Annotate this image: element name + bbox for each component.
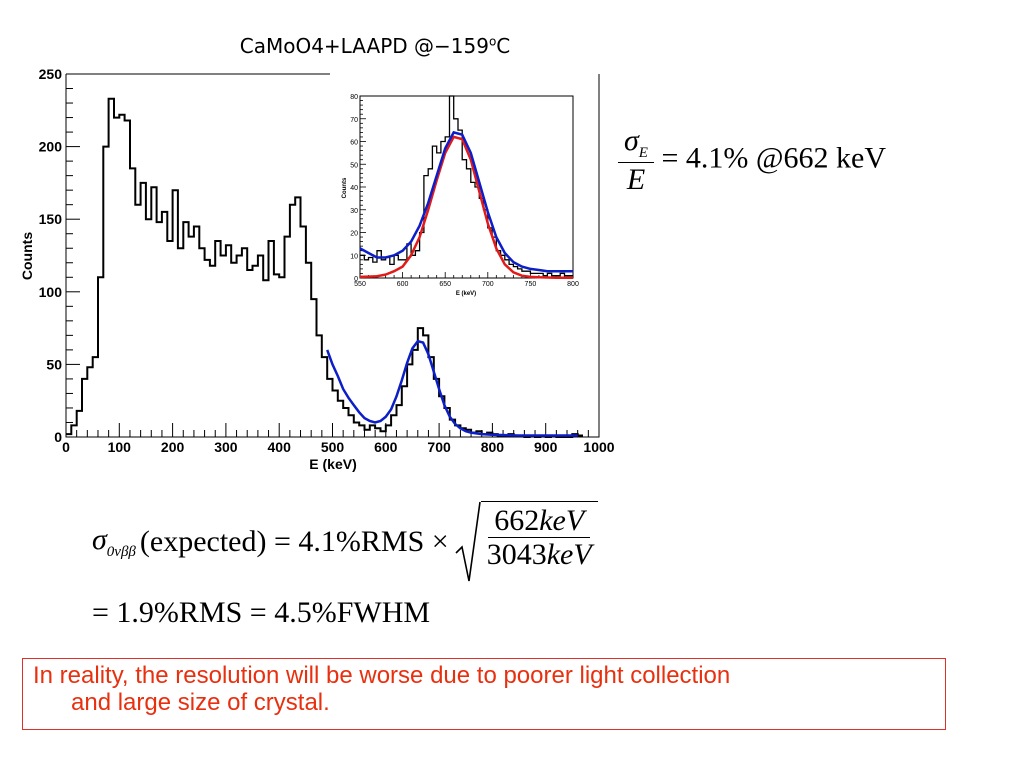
x-tick-label: 400 xyxy=(268,439,292,455)
inset-chart: 0 10 20 30 40 50 60 70 80 550 600 650 700 750 800 E (ke… xyxy=(332,86,582,300)
energy-symbol: E xyxy=(626,162,646,196)
inset-y-tick-label: 30 xyxy=(350,208,358,215)
inset-histogram-series xyxy=(360,95,573,277)
resolution-formula: σE E = 4.1% @662 keV xyxy=(618,124,886,197)
fit-curve-series xyxy=(326,339,578,437)
y-tick-label: 100 xyxy=(39,284,63,300)
sigma-symbol: σ xyxy=(92,523,107,556)
denominator-unit: keV xyxy=(546,538,592,571)
note-line-1: In reality, the resolution will be worse… xyxy=(33,662,731,689)
inset-x-tick-label: 800 xyxy=(567,281,579,288)
y-tick-label: 0 xyxy=(54,429,62,445)
fwhm-result: = 1.9%RMS = 4.5%FWHM xyxy=(92,596,431,629)
inset-x-tick-label: 750 xyxy=(525,281,537,288)
denominator-value: 3043 xyxy=(486,538,547,571)
inset-y-tick-label: 80 xyxy=(350,94,358,101)
inset-gaussian-series xyxy=(359,135,573,280)
square-root-sign xyxy=(455,501,481,582)
inset-x-axis-label: E (keV) xyxy=(456,291,476,297)
inset-y-tick-label: 60 xyxy=(350,140,358,147)
note-box: In reality, the resolution will be worse… xyxy=(22,658,946,730)
y-tick-label: 200 xyxy=(39,139,63,155)
x-tick-label: 200 xyxy=(161,439,185,455)
x-tick-label: 1000 xyxy=(583,439,614,455)
x-tick-label: 100 xyxy=(108,439,132,455)
x-axis-label: E (keV) xyxy=(309,456,356,472)
square-root: 662keV 3043keV xyxy=(455,501,598,583)
x-tick-label: 0 xyxy=(62,439,70,455)
inset-x-tick-label: 600 xyxy=(397,281,409,288)
x-tick-label: 900 xyxy=(534,439,558,455)
x-tick-label: 300 xyxy=(214,439,238,455)
inset-background xyxy=(332,86,582,300)
inset-x-tick-label: 700 xyxy=(482,281,494,288)
y-axis-label: Counts xyxy=(19,232,35,280)
x-tick-label: 500 xyxy=(321,439,345,455)
resolution-value: = 4.1% @662 keV xyxy=(661,141,886,175)
inset-y-tick-label: 20 xyxy=(350,231,358,238)
sigma-symbol: σ xyxy=(624,124,639,157)
numerator-value: 662 xyxy=(494,504,540,537)
note-line-2: and large size of crystal. xyxy=(71,689,330,716)
inset-y-tick-label: 0 xyxy=(354,276,358,283)
y-tick-label: 250 xyxy=(39,66,63,82)
numerator-unit: keV xyxy=(539,504,585,537)
inset-y-tick-label: 50 xyxy=(350,162,358,169)
sigma-subscript: 0νββ xyxy=(106,544,136,560)
inset-y-tick-label: 10 xyxy=(350,253,358,260)
expected-prefix: (expected) = 4.1%RMS × xyxy=(139,525,449,558)
x-tick-label: 700 xyxy=(427,439,451,455)
inset-y-tick-label: 40 xyxy=(350,185,358,192)
y-tick-label: 50 xyxy=(46,356,62,372)
y-tick-label: 150 xyxy=(39,211,63,227)
inset-y-tick-label: 70 xyxy=(350,117,358,124)
inset-fit-series xyxy=(359,130,573,273)
chart-title: CaMoO4+LAAPD @−159oC xyxy=(239,34,511,58)
x-tick-label: 600 xyxy=(374,439,398,455)
inset-x-tick-label: 650 xyxy=(439,281,451,288)
x-tick-label: 800 xyxy=(481,439,505,455)
sigma-subscript: E xyxy=(638,145,648,161)
inset-x-tick-label: 550 xyxy=(354,281,366,288)
expected-resolution-formula: σ0νββ (expected) = 4.1%RMS × 662keV 3043… xyxy=(92,498,598,586)
inset-y-axis-label: Counts xyxy=(342,177,348,198)
